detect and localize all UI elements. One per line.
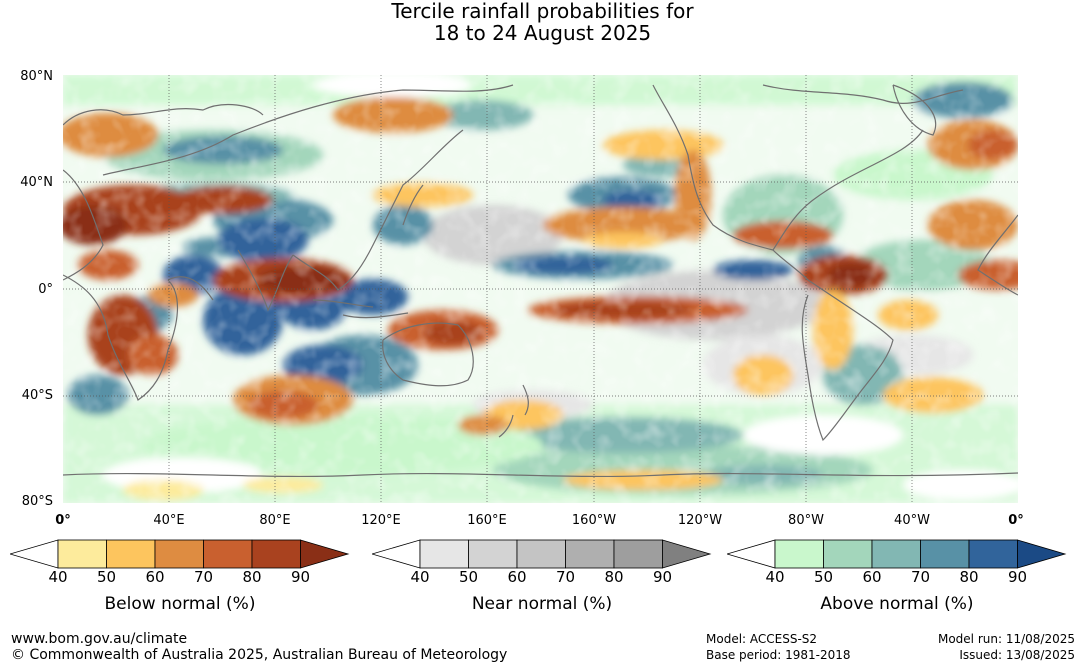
lon-label-0-left: 0°: [55, 513, 71, 528]
legend-below-tick: 50: [96, 568, 117, 586]
legend-below-tick: 80: [242, 568, 262, 586]
map-title-line-1: Tercile rainfall probabilities for: [391, 0, 694, 23]
map-canvas: [63, 75, 1018, 503]
legend-near-swatch-5: [613, 539, 663, 569]
legend-above-tick: 50: [813, 568, 834, 586]
model-run-date: Model run: 11/08/2025: [937, 632, 1075, 646]
legend-near-tick: 60: [507, 568, 527, 586]
lat-label-40n: 40°N: [20, 175, 53, 190]
lon-label-0-right: 0°: [1008, 513, 1024, 528]
copyright-text: © Commonwealth of Australia 2025, Austra…: [11, 647, 508, 663]
lon-label-80e: 80°E: [259, 513, 291, 528]
legend-near-tick: 80: [604, 568, 624, 586]
legend-below-tick: 40: [48, 568, 68, 586]
lat-label-equator: 0°: [38, 282, 53, 297]
lon-label-160e: 160°E: [467, 513, 507, 528]
legend-above-normal: [727, 539, 1067, 569]
legend-near-swatch-1: [419, 539, 469, 569]
lat-label-40s: 40°S: [21, 388, 53, 403]
graticule: [63, 75, 1018, 503]
legend-below-swatch-max: [300, 539, 350, 569]
legend-near-colorbar: [372, 539, 712, 569]
legend-below-normal: [10, 539, 350, 569]
legend-above-swatch-min: [727, 539, 776, 569]
legend-above-colorbar: [727, 539, 1067, 569]
legend-above-title: Above normal (%): [820, 594, 974, 614]
legend-above-tick: 80: [959, 568, 979, 586]
rainfall-probability-map: [63, 75, 1018, 503]
lat-label-80s: 80°S: [21, 494, 53, 509]
website-link[interactable]: www.bom.gov.au/climate: [11, 631, 188, 647]
coastlines: [63, 84, 1018, 478]
legend-near-tick: 90: [652, 568, 673, 586]
base-period: Base period: 1981-2018: [706, 648, 851, 662]
legend-near-swatch-max: [662, 539, 712, 569]
legend-above-swatch-5: [968, 539, 1018, 569]
legend-near-swatch-3: [516, 539, 566, 569]
legend-near-tick: 40: [410, 568, 430, 586]
legend-above-tick: 70: [910, 568, 931, 586]
legend-near-tick: 70: [555, 568, 576, 586]
lon-label-120w: 120°W: [677, 513, 723, 528]
model-name: Model: ACCESS-S2: [706, 632, 818, 646]
legend-above-swatch-2: [823, 539, 873, 569]
lon-label-120e: 120°E: [361, 513, 401, 528]
legend-below-title: Below normal (%): [104, 594, 256, 614]
issued-date: Issued: 13/08/2025: [959, 648, 1075, 662]
lat-label-80n: 80°N: [20, 69, 53, 84]
legend-near-swatch-min: [372, 539, 421, 569]
lon-label-40w: 40°W: [894, 513, 930, 528]
legend-above-tick: 60: [862, 568, 882, 586]
lon-label-160w: 160°W: [571, 513, 617, 528]
legend-above-tick: 40: [765, 568, 785, 586]
legend-above-swatch-4: [920, 539, 970, 569]
legend-below-swatch-1: [57, 539, 107, 569]
legend-above-swatch-3: [871, 539, 921, 569]
legend-above-swatch-max: [1017, 539, 1067, 569]
legend-below-tick: 90: [290, 568, 311, 586]
legend-below-swatch-4: [203, 539, 253, 569]
legend-above-tick: 90: [1007, 568, 1028, 586]
legend-below-tick: 60: [145, 568, 165, 586]
legend-below-swatch-3: [154, 539, 204, 569]
legend-near-swatch-4: [565, 539, 615, 569]
legend-near-swatch-2: [468, 539, 518, 569]
legend-below-swatch-5: [251, 539, 301, 569]
legend-below-colorbar: [10, 539, 350, 569]
lon-label-40e: 40°E: [153, 513, 185, 528]
legend-below-swatch-2: [106, 539, 156, 569]
legend-above-swatch-1: [774, 539, 824, 569]
legend-below-tick: 70: [193, 568, 214, 586]
map-title-line-2: 18 to 24 August 2025: [433, 21, 652, 45]
legend-near-normal: [372, 539, 712, 569]
legend-near-title: Near normal (%): [471, 594, 613, 614]
legend-below-swatch-min: [10, 539, 59, 569]
lon-label-80w: 80°W: [788, 513, 824, 528]
legend-near-tick: 50: [458, 568, 479, 586]
